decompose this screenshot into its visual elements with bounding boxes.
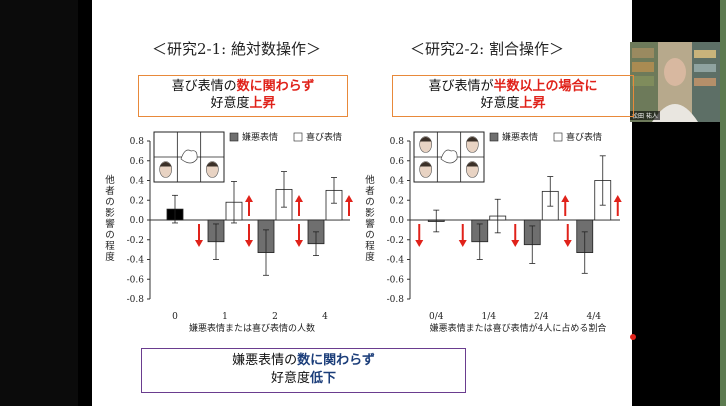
bottom-box-text-1: 嫌悪表情の — [232, 353, 298, 368]
y-tick-label: -0.2 — [387, 236, 404, 246]
y-axis-label-char: の — [365, 230, 375, 241]
legend-swatch-happy — [553, 132, 563, 142]
x-tick-label: 4/4 — [587, 312, 602, 322]
x-axis-label: 嫌悪表情または喜び表情が4人に占める割合 — [430, 322, 607, 334]
y-tick-label: 0.2 — [390, 196, 404, 206]
left-black-area — [0, 0, 78, 406]
legend-swatch-disgust — [489, 132, 499, 142]
y-axis-label-char: の — [365, 197, 375, 208]
y-tick-label: 0.0 — [390, 216, 405, 226]
y-tick-label: 0.2 — [130, 196, 144, 206]
face-hair-icon — [466, 162, 479, 167]
right-conclusion-box: 喜び表情が半数以上の場合に 好意度上昇 — [392, 75, 634, 117]
presenter-video-image — [630, 42, 720, 122]
increase-arrowhead-icon — [245, 195, 253, 202]
bottom-conclusion-box: 嫌悪表情の数に関わらず 好意度低下 — [141, 348, 466, 393]
decrease-arrowhead-icon — [563, 240, 572, 247]
y-tick-label: -0.4 — [387, 256, 405, 266]
y-tick-label: 0.4 — [390, 177, 405, 187]
bottom-box-text-2: 好意度 — [270, 371, 310, 386]
stimulus-face-grid-image — [413, 131, 485, 183]
hand-shape-icon — [440, 149, 458, 164]
y-axis-label-char: 他 — [105, 174, 115, 186]
increase-arrowhead-icon — [345, 195, 353, 202]
right-box-text-1: 喜び表情が — [428, 79, 494, 94]
decrease-arrowhead-icon — [458, 240, 467, 247]
y-tick-label: 0.8 — [390, 137, 405, 147]
hand-shape-icon — [180, 149, 198, 164]
y-tick-label: 0.6 — [130, 157, 145, 167]
y-tick-label: 0.8 — [130, 137, 145, 147]
laser-pointer-icon — [630, 334, 636, 340]
y-axis-label-char: 影 — [365, 208, 375, 219]
y-tick-label: -0.8 — [387, 295, 405, 305]
right-box-text-2: 好意度 — [480, 96, 520, 111]
face-hair-icon — [159, 162, 172, 167]
x-tick-label: 0 — [172, 312, 178, 322]
face-hair-icon — [206, 162, 219, 167]
legend-swatch-happy — [293, 132, 303, 142]
right-study-title: ＜研究2-2: 割合操作＞ — [410, 40, 564, 58]
decrease-arrowhead-icon — [415, 240, 424, 247]
legend-label-happy: 喜び表情 — [306, 131, 342, 143]
face-hair-icon — [419, 162, 432, 167]
decrease-arrowhead-icon — [295, 240, 303, 247]
y-axis-label-char: の — [105, 230, 115, 241]
decrease-arrowhead-icon — [245, 240, 253, 247]
x-axis-label: 嫌悪表情または喜び表情の人数 — [189, 322, 315, 334]
y-axis-label-char: 度 — [105, 251, 115, 263]
bottom-box-highlight-2: 低下 — [310, 371, 337, 386]
y-axis-label-char: の — [105, 197, 115, 208]
y-axis-label-char: 度 — [365, 251, 375, 263]
x-tick-label: 4 — [322, 312, 328, 322]
y-tick-label: 0.4 — [130, 177, 145, 187]
decrease-arrowhead-icon — [195, 240, 203, 247]
right-box-highlight-2: 上昇 — [519, 96, 546, 111]
right-box-highlight-1: 半数以上の場合に — [493, 79, 598, 94]
presenter-video-thumbnail[interactable]: 松田 祐人 — [630, 42, 720, 122]
y-axis-label-char: 者 — [105, 186, 115, 197]
y-tick-label: 0.6 — [390, 157, 405, 167]
y-axis-label-char: 他 — [365, 174, 375, 186]
face-hair-icon — [419, 137, 432, 142]
left-conclusion-box: 喜び表情の数に関わらず 好意度上昇 — [138, 75, 348, 117]
left-box-text-1: 喜び表情の — [171, 79, 237, 94]
x-tick-label: 1/4 — [482, 312, 497, 322]
legend-label-disgust: 嫌悪表情 — [502, 131, 538, 143]
increase-arrowhead-icon — [295, 195, 303, 202]
increase-arrowhead-icon — [561, 195, 570, 202]
y-tick-label: -0.6 — [387, 275, 405, 285]
ratio-chart: 0.80.60.40.20.0-0.2-0.4-0.6-0.8他者の影響の程度0… — [365, 131, 622, 334]
x-tick-label: 0/4 — [429, 312, 444, 322]
legend-label-happy: 喜び表情 — [566, 131, 602, 143]
y-axis-label-char: 響 — [365, 218, 375, 230]
stimulus-face-grid-image — [153, 131, 225, 183]
legend-swatch-disgust — [229, 132, 239, 142]
left-box-text-2: 好意度 — [210, 96, 250, 111]
y-axis-label-char: 程 — [105, 241, 115, 252]
legend-label-disgust: 嫌悪表情 — [242, 131, 278, 143]
y-tick-label: -0.4 — [127, 256, 145, 266]
decrease-arrowhead-icon — [511, 240, 520, 247]
y-tick-label: 0.0 — [130, 216, 145, 226]
x-tick-label: 2/4 — [534, 312, 549, 322]
y-axis-label-char: 程 — [365, 241, 375, 252]
y-axis-label-char: 響 — [105, 218, 115, 230]
increase-arrowhead-icon — [613, 195, 622, 202]
face-hair-icon — [466, 137, 479, 142]
x-tick-label: 1 — [222, 312, 228, 322]
absolute-number-chart: 0.80.60.40.20.0-0.2-0.4-0.6-0.8他者の影響の程度0… — [105, 131, 353, 334]
left-box-highlight-2: 上昇 — [249, 96, 276, 111]
presenter-name-label: 松田 祐人 — [630, 111, 660, 120]
side-scrollbar[interactable] — [720, 0, 726, 406]
y-tick-label: -0.6 — [127, 275, 145, 285]
y-axis-label-char: 影 — [105, 208, 115, 219]
y-tick-label: -0.8 — [127, 295, 145, 305]
left-box-highlight-1: 数に関わらず — [236, 79, 315, 94]
y-axis-label-char: 者 — [365, 186, 375, 197]
bottom-box-highlight-1: 数に関わらず — [297, 353, 375, 368]
left-study-title: ＜研究2-1: 絶対数操作＞ — [152, 40, 321, 58]
x-tick-label: 2 — [272, 312, 278, 322]
y-tick-label: -0.2 — [127, 236, 144, 246]
